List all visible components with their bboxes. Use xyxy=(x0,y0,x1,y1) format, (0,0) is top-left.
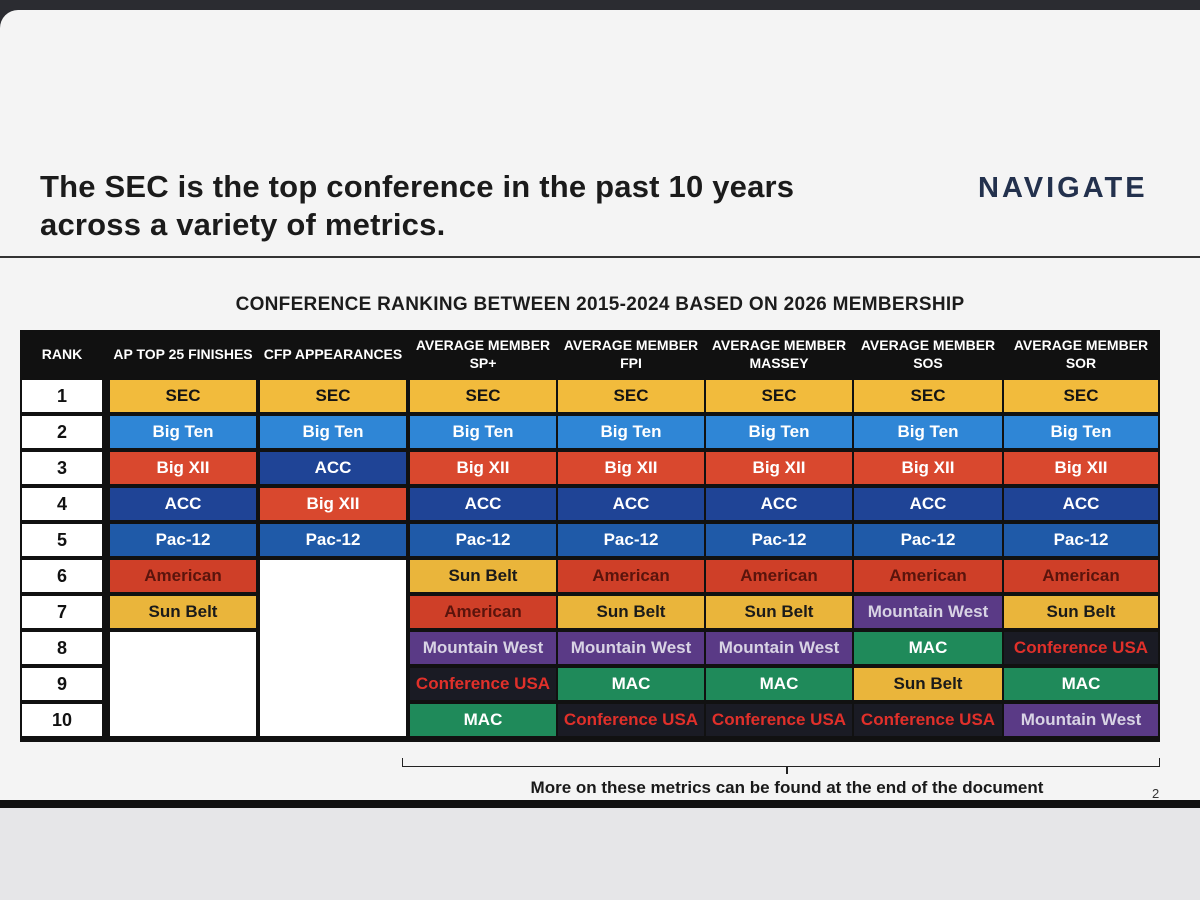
column-header-3: AVERAGE MEMBER SP+ xyxy=(415,337,551,371)
rank-cell: 6 xyxy=(22,560,102,592)
navigate-logo: NAVIGATE xyxy=(978,172,1148,204)
conference-cell: MAC xyxy=(558,668,704,700)
conference-cell: Pac-12 xyxy=(558,524,704,556)
footnote: More on these metrics can be found at th… xyxy=(530,778,1044,797)
conference-cell: Big Ten xyxy=(706,416,852,448)
conference-cell: Pac-12 xyxy=(1004,524,1158,556)
conference-cell: ACC xyxy=(854,488,1002,520)
conference-cell: SEC xyxy=(410,380,556,412)
conference-cell: American xyxy=(854,560,1002,592)
column-header-1: AP TOP 25 FINISHES xyxy=(113,346,253,362)
conference-cell: Mountain West xyxy=(1004,704,1158,736)
empty-cells xyxy=(260,560,406,736)
conference-cell: ACC xyxy=(260,452,406,484)
conference-cell: Big XII xyxy=(854,452,1002,484)
conference-cell: Big XII xyxy=(706,452,852,484)
conference-cell: Conference USA xyxy=(854,704,1002,736)
conference-cell: Mountain West xyxy=(558,632,704,664)
conference-cell: Sun Belt xyxy=(1004,596,1158,628)
conference-cell: Pac-12 xyxy=(110,524,256,556)
rank-cell: 3 xyxy=(22,452,102,484)
conference-cell: American xyxy=(558,560,704,592)
conference-cell: SEC xyxy=(110,380,256,412)
conference-cell: American xyxy=(110,560,256,592)
conference-cell: Sun Belt xyxy=(854,668,1002,700)
slide-headline: The SEC is the top conference in the pas… xyxy=(40,169,795,242)
conference-cell: Big XII xyxy=(1004,452,1158,484)
conference-cell: Big XII xyxy=(410,452,556,484)
conference-cell: Conference USA xyxy=(558,704,704,736)
headline-divider xyxy=(0,256,1200,258)
conference-cell: MAC xyxy=(706,668,852,700)
conference-cell: SEC xyxy=(706,380,852,412)
conference-cell: MAC xyxy=(410,704,556,736)
conference-cell: Pac-12 xyxy=(854,524,1002,556)
conference-cell: ACC xyxy=(706,488,852,520)
conference-cell: SEC xyxy=(558,380,704,412)
metrics-bracket-tick xyxy=(786,766,788,774)
conference-cell: Mountain West xyxy=(706,632,852,664)
screen-bottom xyxy=(0,808,1200,900)
rank-cell: 5 xyxy=(22,524,102,556)
conference-cell: Big Ten xyxy=(410,416,556,448)
column-header-5: AVERAGE MEMBER MASSEY xyxy=(711,337,847,371)
conference-cell: ACC xyxy=(1004,488,1158,520)
conference-cell: Pac-12 xyxy=(410,524,556,556)
conference-cell: SEC xyxy=(854,380,1002,412)
conference-cell: American xyxy=(410,596,556,628)
conference-cell: MAC xyxy=(854,632,1002,664)
conference-cell: Big Ten xyxy=(854,416,1002,448)
screen-bezel-line xyxy=(0,800,1200,808)
rank-cell: 2 xyxy=(22,416,102,448)
conference-cell: Mountain West xyxy=(854,596,1002,628)
conference-cell: American xyxy=(706,560,852,592)
conference-cell: Conference USA xyxy=(706,704,852,736)
conference-cell: Conference USA xyxy=(410,668,556,700)
rank-cell: 1 xyxy=(22,380,102,412)
conference-cell: SEC xyxy=(1004,380,1158,412)
rank-cell: 7 xyxy=(22,596,102,628)
conference-cell: Pac-12 xyxy=(706,524,852,556)
metrics-bracket xyxy=(402,758,1160,767)
conference-cell: Big Ten xyxy=(558,416,704,448)
conference-cell: Sun Belt xyxy=(558,596,704,628)
conference-cell: Sun Belt xyxy=(410,560,556,592)
column-header-4: AVERAGE MEMBER FPI xyxy=(563,337,699,371)
empty-cells xyxy=(110,632,256,736)
conference-cell: Big XII xyxy=(260,488,406,520)
table-title: CONFERENCE RANKING BETWEEN 2015-2024 BAS… xyxy=(235,294,965,315)
conference-cell: Pac-12 xyxy=(260,524,406,556)
conference-cell: ACC xyxy=(410,488,556,520)
conference-cell: ACC xyxy=(558,488,704,520)
rank-cell: 8 xyxy=(22,632,102,664)
conference-cell: Big Ten xyxy=(260,416,406,448)
page-number: 2 xyxy=(1152,786,1160,801)
conference-cell: Mountain West xyxy=(410,632,556,664)
conference-cell: Sun Belt xyxy=(110,596,256,628)
column-header-0: RANK xyxy=(41,346,83,362)
conference-cell: Big XII xyxy=(558,452,704,484)
rank-cell: 10 xyxy=(22,704,102,736)
conference-cell: Big XII xyxy=(110,452,256,484)
rank-cell: 4 xyxy=(22,488,102,520)
column-header-7: AVERAGE MEMBER SOR xyxy=(1013,337,1149,371)
conference-cell: Big Ten xyxy=(1004,416,1158,448)
conference-cell: SEC xyxy=(260,380,406,412)
slide: The SEC is the top conference in the pas… xyxy=(0,10,1200,808)
ranking-table: RANK AP TOP 25 FINISHES CFP APPEARANCES AVE… xyxy=(20,330,1160,742)
conference-cell: ACC xyxy=(110,488,256,520)
rank-cell: 9 xyxy=(22,668,102,700)
conference-cell: Big Ten xyxy=(110,416,256,448)
conference-cell: Sun Belt xyxy=(706,596,852,628)
conference-cell: American xyxy=(1004,560,1158,592)
column-header-6: AVERAGE MEMBER SOS xyxy=(860,337,996,371)
conference-cell: MAC xyxy=(1004,668,1158,700)
conference-cell: Conference USA xyxy=(1004,632,1158,664)
column-header-2: CFP APPEARANCES xyxy=(263,346,403,362)
